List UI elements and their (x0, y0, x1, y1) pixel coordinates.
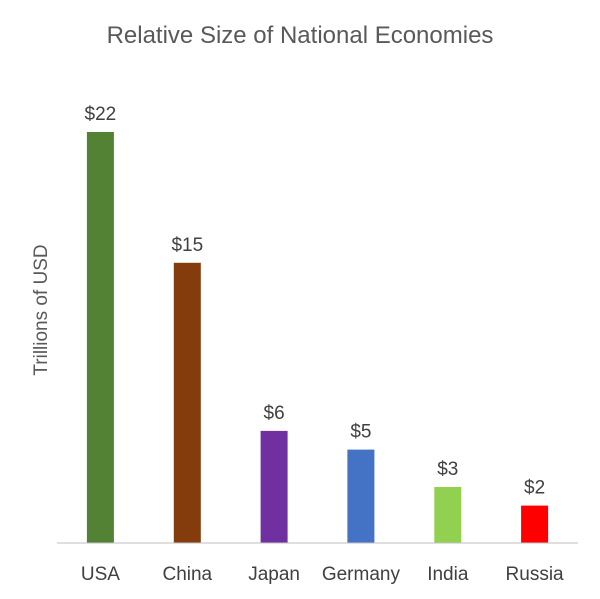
x-axis-ticks: USA China Japan Germany India Russia (81, 564, 564, 585)
bars-group (86, 132, 549, 543)
data-label-russia: $2 (524, 478, 545, 499)
data-label-japan: $6 (264, 403, 285, 424)
bar-usa (86, 132, 114, 543)
data-label-usa: $22 (85, 104, 117, 125)
bar-russia (521, 505, 549, 543)
x-tick-label-china: China (162, 564, 212, 585)
data-labels-group: $22 $15 $6 $5 $3 $2 (85, 104, 546, 499)
x-tick-label-india: India (427, 564, 469, 585)
bar-china (173, 262, 201, 543)
y-axis-label: Trillions of USD (31, 244, 52, 375)
bar-japan (260, 430, 288, 543)
bar-india (434, 487, 462, 543)
chart-title: Relative Size of National Economies (107, 22, 494, 49)
data-label-germany: $5 (350, 422, 371, 443)
data-label-india: $3 (437, 459, 458, 480)
x-tick-label-russia: Russia (506, 564, 565, 585)
x-tick-label-germany: Germany (322, 564, 401, 585)
bar-germany (347, 449, 375, 543)
x-tick-label-japan: Japan (248, 564, 300, 585)
x-tick-label-usa: USA (81, 564, 120, 585)
data-label-china: $15 (171, 235, 203, 256)
